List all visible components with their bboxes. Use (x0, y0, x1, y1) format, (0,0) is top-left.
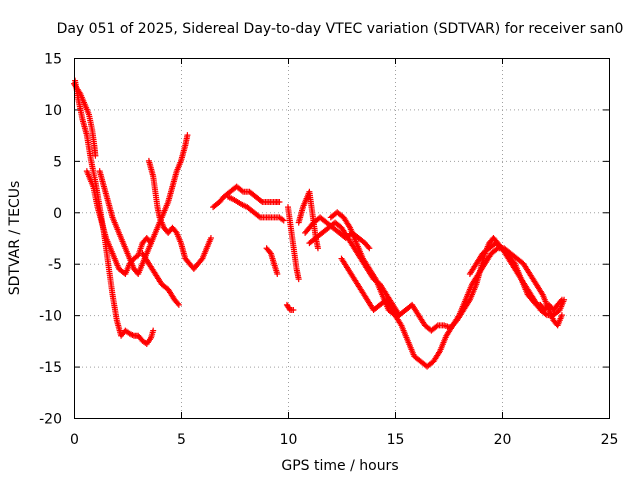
series-sat-f (139, 250, 182, 308)
data-point (274, 271, 281, 277)
series-sat-g (210, 183, 283, 211)
data-point (175, 301, 182, 308)
data-point (184, 132, 191, 139)
y-tick-label: 5 (53, 154, 62, 170)
data-point (365, 244, 372, 250)
y-axis-label: SDTVAR / TECUs (7, 181, 23, 296)
data-point (174, 300, 181, 307)
y-tick-label: 0 (53, 206, 62, 222)
data-point (255, 213, 262, 220)
data-point (207, 235, 214, 241)
series-sat-i (263, 245, 281, 277)
data-point (295, 276, 302, 283)
plot-area-frame (74, 58, 610, 419)
data-points-layer (71, 77, 568, 370)
data-point (258, 197, 265, 204)
series-sat-n (306, 219, 565, 334)
series-sat-j (285, 204, 302, 283)
series-sat-q (466, 240, 568, 319)
y-tick-label: 10 (44, 103, 62, 119)
data-point (542, 311, 549, 318)
series-sat-e (145, 157, 214, 272)
data-point (150, 327, 157, 334)
x-tick-label: 0 (70, 432, 79, 448)
x-tick-label: 25 (601, 432, 619, 448)
data-point (290, 307, 297, 313)
x-tick-label: 20 (494, 432, 512, 448)
series-sat-h (225, 193, 287, 224)
chart-title: Day 051 of 2025, Sidereal Day-to-day VTE… (57, 21, 624, 37)
series-sat-k (283, 301, 297, 313)
data-point (433, 323, 440, 330)
x-tick-label: 10 (280, 432, 298, 448)
data-point (92, 152, 99, 159)
data-point (280, 217, 287, 224)
x-axis-label: GPS time / hours (281, 458, 398, 474)
data-point (558, 312, 565, 319)
y-tick-label: -10 (39, 309, 62, 325)
series-sat-p (338, 255, 403, 319)
data-point (366, 245, 373, 252)
data-point (493, 246, 500, 253)
x-tick-label: 5 (177, 432, 186, 448)
data-point (172, 228, 179, 235)
data-point (394, 311, 401, 318)
data-point (238, 187, 245, 194)
ticks-layer: 0 5 10 15 20 25 -20 -15 -10 -5 0 5 10 15 (39, 52, 618, 449)
data-point (276, 199, 283, 205)
data-point (561, 296, 568, 303)
data-point (396, 312, 403, 319)
series-sat-d (96, 132, 191, 277)
y-tick-label: -5 (48, 257, 62, 273)
x-tick-label: 15 (387, 432, 405, 448)
y-tick-label: -15 (39, 360, 62, 376)
y-tick-label: -20 (39, 412, 62, 428)
data-point (314, 245, 321, 252)
y-tick-label: 15 (44, 52, 62, 68)
